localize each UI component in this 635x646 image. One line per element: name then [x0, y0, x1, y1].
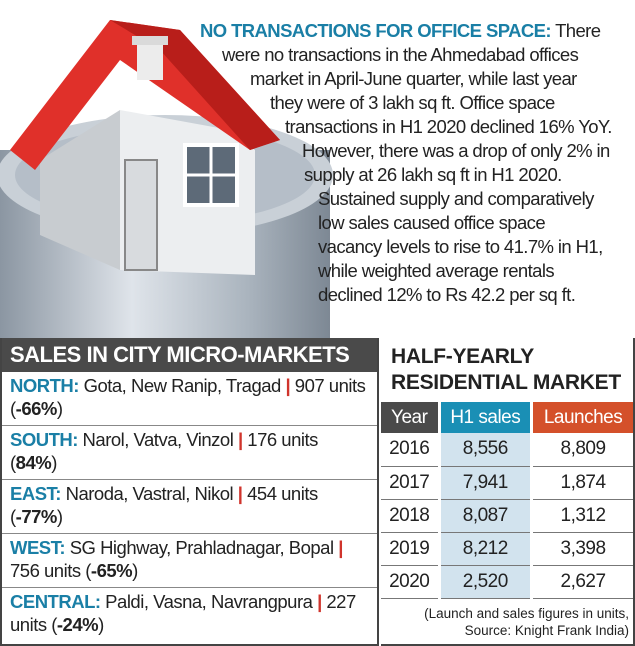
- table-row: 2019 8,212 3,398: [381, 532, 633, 566]
- office-headline: NO TRANSACTIONS FOR OFFICE SPACE:: [200, 20, 551, 41]
- change-pct: -66%: [15, 398, 58, 419]
- change-pct: -77%: [15, 506, 58, 527]
- region-label: SOUTH:: [10, 429, 78, 450]
- office-line: transactions in H1 2020 declined 16% YoY…: [285, 116, 612, 137]
- areas-text: Naroda, Vastral, Nikol: [60, 483, 238, 504]
- launches-cell: 1,874: [531, 466, 633, 500]
- units-text: 756 units: [10, 560, 86, 581]
- table-row: 2017 7,941 1,874: [381, 466, 633, 500]
- change-pct: 84%: [15, 452, 52, 473]
- h1-sales-cell: 2,520: [437, 565, 534, 599]
- market-row: NORTH: Gota, New Ranip, Tragad | 907 uni…: [2, 372, 377, 426]
- change-pct: -24%: [56, 614, 99, 635]
- separator: |: [317, 591, 322, 612]
- market-row: EAST: Naroda, Vastral, Nikol | 454 units…: [2, 480, 377, 534]
- residential-market-panel: HALF-YEARLY RESIDENTIAL MARKET Year H1 sa…: [381, 338, 635, 646]
- office-line: they were of 3 lakh sq ft. Office space: [270, 92, 555, 113]
- areas-text: SG Highway, Prahladnagar, Bopal: [65, 537, 339, 558]
- year-cell: 2017: [381, 466, 439, 500]
- residential-table: Year H1 sales Launches 2016 8,556 8,809 201…: [381, 402, 633, 599]
- h1-sales-cell: 8,087: [437, 499, 534, 533]
- h1-sales-cell: 8,556: [437, 433, 534, 467]
- office-line: low sales caused office space: [318, 212, 546, 233]
- table-row: 2020 2,520 2,627: [381, 565, 633, 599]
- office-line: Sustained supply and comparatively: [318, 188, 594, 209]
- separator: |: [285, 375, 291, 396]
- residential-title: HALF-YEARLY RESIDENTIAL MARKET: [391, 345, 621, 394]
- table-row: 2018 8,087 1,312: [381, 499, 633, 533]
- header-year: Year: [381, 402, 439, 433]
- region-label: NORTH:: [10, 375, 79, 396]
- year-cell: 2019: [381, 532, 439, 566]
- units-text: 227 units: [10, 591, 356, 635]
- separator: |: [237, 483, 243, 504]
- units-text: 454 units: [242, 483, 318, 504]
- region-label: EAST:: [10, 483, 61, 504]
- areas-text: Narol, Vatva, Vinzol: [77, 429, 238, 450]
- region-label: WEST:: [10, 537, 66, 558]
- house-illustration: [0, 20, 333, 338]
- header-launches: Launches: [531, 402, 633, 433]
- office-line: However, there was a drop of only 2% in: [302, 140, 610, 161]
- table-row: 2016 8,556 8,809: [381, 433, 633, 467]
- office-line: declined 12% to Rs 42.2 per sq ft.: [318, 284, 576, 305]
- office-space-section: NO TRANSACTIONS FOR OFFICE SPACE: There …: [0, 20, 612, 338]
- office-line: while weighted average rentals: [318, 260, 555, 281]
- office-line: vacancy levels to rise to 41.7% in H1,: [318, 236, 603, 257]
- office-line: market in April-June quarter, while last…: [250, 68, 577, 89]
- office-line: were no transactions in the Ahmedabad of…: [222, 44, 579, 65]
- source-note: (Launch and sales figures in units, Sourc…: [424, 605, 629, 638]
- market-row: SOUTH: Narol, Vatva, Vinzol | 176 units …: [2, 426, 377, 480]
- separator: |: [338, 537, 343, 558]
- year-cell: 2018: [381, 499, 439, 533]
- units-text: 176 units: [242, 429, 318, 450]
- year-cell: 2020: [381, 565, 439, 599]
- region-label: CENTRAL:: [10, 591, 101, 612]
- office-line-1: NO TRANSACTIONS FOR OFFICE SPACE: There: [200, 20, 601, 41]
- launches-cell: 2,627: [531, 565, 633, 599]
- launches-cell: 3,398: [531, 532, 633, 566]
- header-h1-sales: H1 sales: [437, 402, 534, 433]
- market-row: WEST: SG Highway, Prahladnagar, Bopal | …: [2, 534, 377, 588]
- h1-sales-cell: 7,941: [437, 466, 534, 500]
- units-text: 907 units: [290, 375, 366, 396]
- areas-text: Gota, New Ranip, Tragad: [78, 375, 286, 396]
- market-row: CENTRAL: Paldi, Vasna, Navrangpura | 227…: [10, 591, 356, 635]
- separator: |: [237, 429, 243, 450]
- micro-markets-panel: SALES IN CITY MICRO-MARKETS NORTH: Gota,…: [0, 338, 379, 646]
- launches-cell: 1,312: [531, 499, 633, 533]
- micro-markets-title: SALES IN CITY MICRO-MARKETS: [2, 338, 377, 372]
- year-cell: 2016: [381, 433, 439, 467]
- areas-text: Paldi, Vasna, Navrangpura: [100, 591, 318, 612]
- office-line: supply at 26 lakh sq ft in H1 2020.: [304, 164, 562, 185]
- h1-sales-cell: 8,212: [437, 532, 534, 566]
- change-pct: -65%: [90, 560, 133, 581]
- launches-cell: 8,809: [531, 433, 633, 467]
